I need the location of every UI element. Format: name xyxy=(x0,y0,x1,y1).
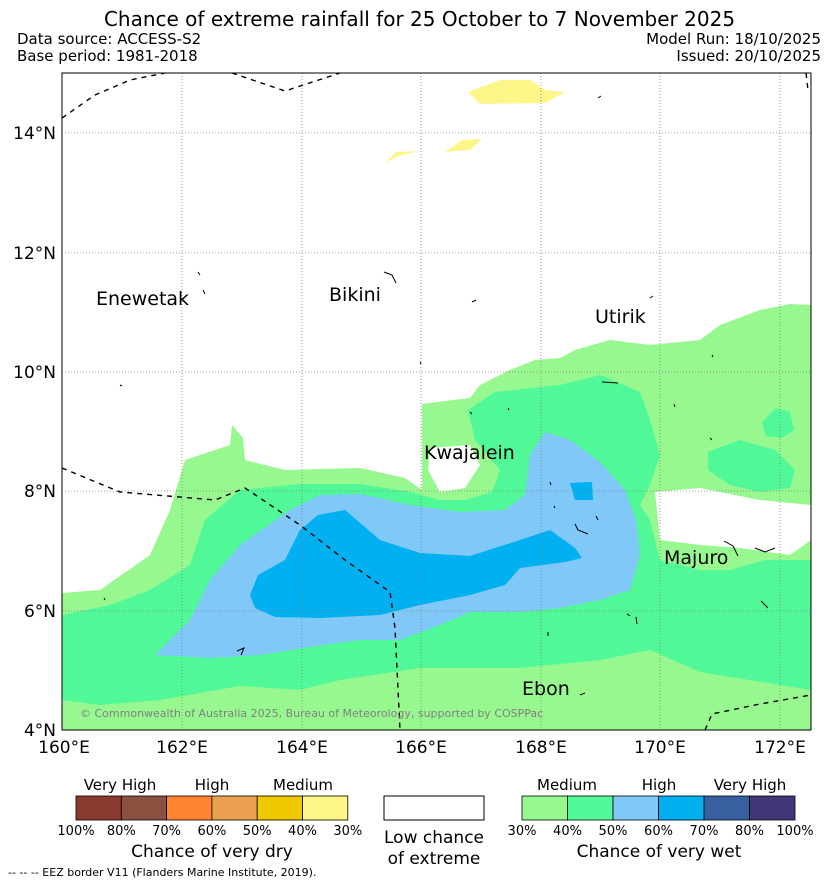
wet-contour-40-blob-se xyxy=(772,586,811,625)
lon-label: 170°E xyxy=(634,738,686,758)
dry-tick-label: 100% xyxy=(57,824,94,839)
legend-dry: Very High High Medium 100% 80% 70% 60% 50% 40… xyxy=(57,776,362,862)
lon-label: 166°E xyxy=(395,738,447,758)
legend-neutral: Low chance of extreme xyxy=(383,795,485,869)
wet-tick-labels: 30% 40% 50% 60% 70% 80% 100% xyxy=(508,824,814,839)
place-label: Ebon xyxy=(522,678,570,700)
dry-tick-label: 80% xyxy=(107,824,136,839)
lon-label: 160°E xyxy=(38,738,90,758)
wet-tick-label: 60% xyxy=(644,824,673,839)
copyright-notice: © Commonwealth of Australia 2025, Bureau… xyxy=(80,707,543,720)
base-period: Base period: 1981-2018 xyxy=(17,47,198,65)
dry-swatch xyxy=(211,795,258,821)
wet-tick-label: 100% xyxy=(776,824,813,839)
lat-label: 14°N xyxy=(13,124,56,144)
wet-tick-label: 80% xyxy=(735,824,764,839)
lat-label: 4°N xyxy=(24,721,56,741)
lat-label: 10°N xyxy=(13,363,56,383)
dry-color-bar xyxy=(75,795,349,821)
eez-borders xyxy=(62,73,811,730)
wet-swatch xyxy=(658,795,705,821)
map-grid xyxy=(62,73,811,730)
dry-swatch xyxy=(166,795,213,821)
data-source: Data source: ACCESS-S2 xyxy=(17,30,202,48)
dry-tick-label: 60% xyxy=(197,824,226,839)
wet-tick-label: 50% xyxy=(599,824,628,839)
neutral-swatch xyxy=(383,795,485,821)
legend-caption: of extreme xyxy=(388,849,481,869)
place-labels: Enewetak Bikini Utirik Kwajalein Majuro … xyxy=(96,284,728,700)
dry-tick-label: 30% xyxy=(333,824,362,839)
eez-note: -- -- -- EEZ border V11 (Flanders Marine… xyxy=(8,866,317,879)
dry-swatch xyxy=(120,795,168,821)
place-label: Enewetak xyxy=(96,288,189,310)
wet-swatch xyxy=(749,795,796,821)
wet-color-bar xyxy=(521,795,796,821)
model-run: Model Run: 18/10/2025 xyxy=(646,30,821,48)
wet-tick-label: 70% xyxy=(690,824,719,839)
dry-swatch xyxy=(302,795,349,821)
legend-category: Medium xyxy=(537,776,597,794)
legend-category: Medium xyxy=(273,776,333,794)
wet-swatch xyxy=(567,795,614,821)
wet-swatch xyxy=(521,795,568,821)
legend-category: Very High xyxy=(714,776,787,794)
lat-label: 12°N xyxy=(13,244,56,264)
lon-label: 172°E xyxy=(754,738,806,758)
legend-caption: Chance of very wet xyxy=(577,842,742,862)
wet-swatch xyxy=(612,795,659,821)
place-label: Utirik xyxy=(595,306,646,328)
dry-tick-label: 40% xyxy=(288,824,317,839)
issued-date: Issued: 20/10/2025 xyxy=(676,47,821,65)
wet-swatch xyxy=(703,795,750,821)
wet-contour-60 xyxy=(250,510,582,618)
legend-category: Very High xyxy=(84,776,157,794)
gap-majuro xyxy=(655,488,811,555)
lat-label: 8°N xyxy=(24,482,56,502)
place-label: Majuro xyxy=(664,547,728,569)
lon-label: 168°E xyxy=(515,738,567,758)
lon-label: 162°E xyxy=(156,738,208,758)
gap-kwajalein xyxy=(428,445,480,492)
lon-labels: 160°E 162°E 164°E 166°E 168°E 170°E 172°… xyxy=(38,738,806,758)
wet-contour-40-blob-east xyxy=(708,440,795,492)
dry-swatch xyxy=(75,795,122,821)
dry-swatch xyxy=(256,795,303,821)
legend-caption: Chance of very dry xyxy=(131,842,293,862)
dry-tick-label: 50% xyxy=(243,824,272,839)
dry-tick-label: 70% xyxy=(152,824,181,839)
legend-category: High xyxy=(195,776,229,794)
atolls xyxy=(103,95,776,696)
place-label: Bikini xyxy=(329,284,381,306)
place-label: Kwajalein xyxy=(424,442,515,464)
legend-caption: Low chance xyxy=(384,828,484,848)
wet-tick-label: 40% xyxy=(553,824,582,839)
map-frame xyxy=(61,72,812,731)
wet-tick-label: 30% xyxy=(508,824,537,839)
contour-layers xyxy=(62,80,811,730)
dry-tick-labels: 100% 80% 70% 60% 50% 40% 30% xyxy=(57,824,362,839)
lon-label: 164°E xyxy=(276,738,328,758)
lat-labels: 14°N 12°N 10°N 8°N 6°N 4°N xyxy=(13,124,56,741)
chart-title: Chance of extreme rainfall for 25 Octobe… xyxy=(103,7,736,31)
legend-wet: Medium High Very High 30% 40% 50% 60% 70% 80%… xyxy=(508,776,814,862)
lat-label: 6°N xyxy=(24,602,56,622)
legend-category: High xyxy=(642,776,676,794)
dry-contour-30 xyxy=(385,80,565,163)
wet-contour-40-blob-ne xyxy=(762,408,794,438)
